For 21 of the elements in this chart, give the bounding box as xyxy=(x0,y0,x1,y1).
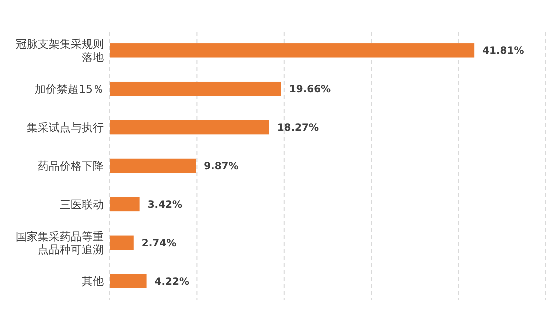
y-tick-label: 其他 xyxy=(82,275,104,288)
data-label: 41.81% xyxy=(482,46,524,58)
bar xyxy=(110,82,282,96)
data-label: 4.22% xyxy=(154,276,190,288)
data-label: 18.27% xyxy=(277,123,319,134)
bar xyxy=(110,158,196,174)
bar xyxy=(110,274,147,288)
data-label: 9.87% xyxy=(204,162,239,172)
bar xyxy=(110,44,475,58)
bar xyxy=(110,197,140,212)
y-tick-label: 集采试点与执行 xyxy=(27,121,104,134)
bar xyxy=(110,236,134,250)
y-tick-label: 三医联动 xyxy=(60,198,104,212)
y-tick-label: 冠脉支架集采规则落地 xyxy=(16,38,104,64)
data-label: 3.42% xyxy=(148,200,183,211)
data-label: 19.66% xyxy=(289,84,332,96)
y-tick-label: 药品价格下降 xyxy=(38,160,104,173)
y-tick-label: 加价禁超15％ xyxy=(35,82,104,96)
bar xyxy=(110,120,270,135)
data-label: 2.74% xyxy=(142,238,177,250)
y-tick-label: 国家集采药品等重点品种可追溯 xyxy=(16,230,104,256)
